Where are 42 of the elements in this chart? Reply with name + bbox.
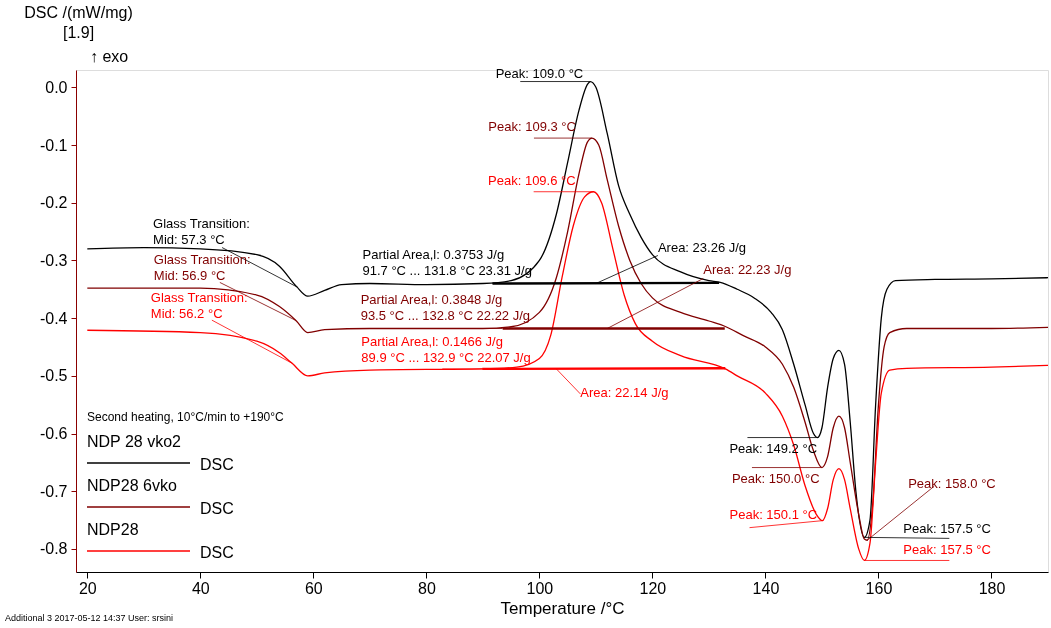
text: NDP28 DSC bbox=[87, 521, 234, 561]
y-axis-title: DSC /(mW/mg) [1.9] bbox=[24, 3, 133, 41]
y-tick-label: -0.1 bbox=[39, 136, 68, 154]
annotation: Area: 22.14 J/g bbox=[580, 384, 669, 400]
x-tick-label: 140 bbox=[752, 579, 780, 597]
y-tick-label: -0.2 bbox=[39, 194, 68, 212]
annotation: Peak: 109.0 °C bbox=[495, 65, 584, 81]
x-axis-title: Temperature /°C bbox=[500, 598, 625, 618]
text: Additional 3 2017-05-12 14:37 User: srsini bbox=[5, 613, 174, 623]
annotation: Peak: 150.0 °C bbox=[731, 470, 820, 486]
annotation: Peak: 157.5 °C bbox=[903, 542, 991, 558]
annotation: Partial Area,l: 0.3753 J/g 91.7 °C ... 131.8 °C 23.31 J/g bbox=[362, 247, 532, 279]
annotation: Peak: 150.1 °C bbox=[729, 506, 818, 522]
y-tick-label: -0.3 bbox=[39, 251, 68, 269]
y-tick-label: -0.5 bbox=[39, 367, 68, 385]
y-tick-label: -0.7 bbox=[39, 482, 68, 500]
annotation: Glass Transition: Mid: 57.3 °C bbox=[153, 215, 250, 247]
annotation: Area: 22.23 J/g bbox=[703, 261, 792, 277]
annotation: Peak: 158.0 °C bbox=[908, 476, 996, 492]
legend-title: Second heating, 10°C/min to +190°C bbox=[87, 410, 285, 424]
x-tick-label: 160 bbox=[865, 579, 893, 597]
y-tick-label: -0.4 bbox=[39, 309, 68, 327]
y-tick-label: -0.6 bbox=[39, 425, 68, 443]
x-tick-label: 120 bbox=[639, 579, 667, 597]
annotation: Peak: 109.3 °C bbox=[488, 119, 576, 135]
annotation: Partial Area,l: 0.1466 J/g 89.9 °C ... 132.9 °C 22.07 J/g bbox=[361, 333, 531, 365]
x-tick-label: 80 bbox=[417, 579, 436, 597]
y-tick-label: 0.0 bbox=[45, 78, 68, 96]
annotation: Area: 23.26 J/g bbox=[657, 240, 747, 256]
y-tick-label: -0.8 bbox=[39, 540, 68, 558]
x-tick-label: 60 bbox=[304, 579, 323, 597]
annotation: Partial Area,l: 0.3848 J/g 93.5 °C ... 132.8 °C 22.22 J/g bbox=[360, 291, 531, 323]
text: NDP 28 vko2 DSC bbox=[87, 433, 234, 473]
annotation: Peak: 157.5 °C bbox=[903, 521, 991, 537]
text: NDP28 6vko DSC bbox=[87, 477, 234, 517]
x-tick-label: 40 bbox=[191, 579, 210, 597]
x-tick-label: 20 bbox=[78, 579, 97, 597]
x-tick-label: 100 bbox=[526, 579, 554, 597]
x-tick-label: 180 bbox=[978, 579, 1006, 597]
text: ↑ exo bbox=[90, 48, 129, 65]
annotation: Glass Transition: Mid: 56.9 °C bbox=[153, 252, 251, 284]
annotation: Glass Transition: Mid: 56.2 °C bbox=[150, 290, 248, 322]
